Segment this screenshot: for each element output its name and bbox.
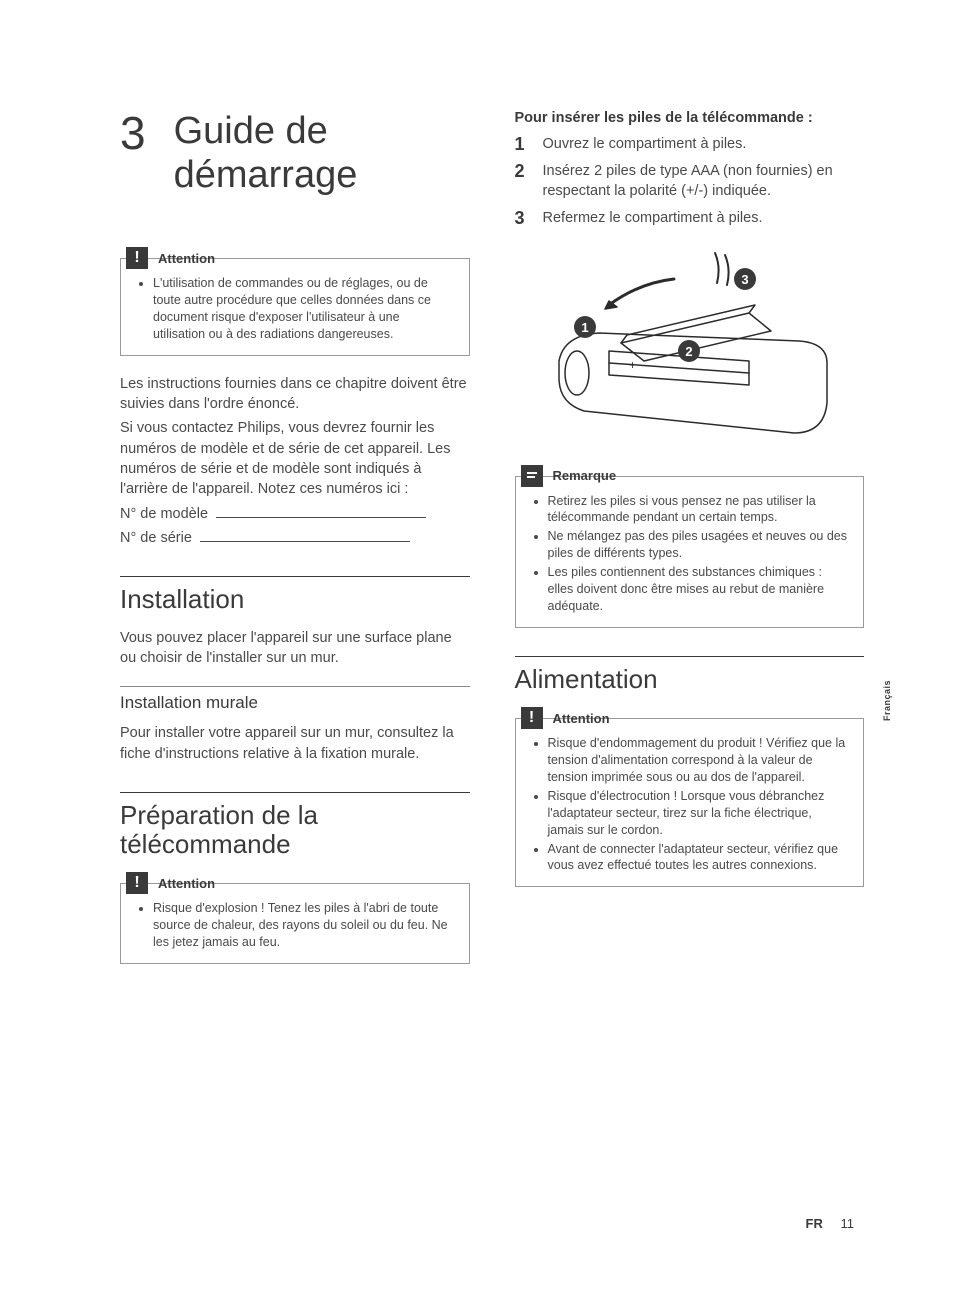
- callout-item: L'utilisation de commandes ou de réglage…: [153, 275, 455, 343]
- callout-body: Risque d'explosion ! Tenez les piles à l…: [120, 883, 470, 964]
- step: 1 Ouvrez le compartiment à piles.: [515, 134, 865, 155]
- section-rule: [515, 656, 865, 657]
- callout-label: Remarque: [553, 468, 617, 483]
- intro-paragraph-2: Si vous contactez Philips, vous devrez f…: [120, 418, 470, 499]
- manual-page: 3 Guide de démarrage ! Attention L'utili…: [0, 0, 954, 1291]
- callout-label: Attention: [158, 251, 215, 266]
- chapter-title-line2: démarrage: [174, 154, 358, 196]
- page-footer: FR 11: [806, 1216, 854, 1231]
- model-number-line: N° de modèle: [120, 504, 470, 524]
- right-column: Pour insérer les piles de la télécommand…: [515, 110, 865, 982]
- step-text: Refermez le compartiment à piles.: [543, 208, 865, 229]
- installation-murale-heading: Installation murale: [120, 693, 470, 713]
- remote-heading: Préparation de la télécommande: [120, 801, 470, 858]
- callout-item: Avant de connecter l'adaptateur secteur,…: [548, 841, 850, 875]
- section-rule: [120, 576, 470, 577]
- callout-item: Risque d'endommagement du produit ! Véri…: [548, 735, 850, 786]
- installation-p1: Vous pouvez placer l'appareil sur une su…: [120, 628, 470, 669]
- exclamation-icon: !: [126, 247, 148, 269]
- step-number: 3: [515, 208, 529, 229]
- content-columns: 3 Guide de démarrage ! Attention L'utili…: [120, 110, 864, 982]
- serial-label: N° de série: [120, 530, 192, 546]
- language-side-tab: Français: [882, 680, 892, 721]
- illus-badge-2: 2: [686, 344, 693, 359]
- model-blank: [216, 517, 426, 518]
- power-heading: Alimentation: [515, 665, 865, 694]
- callout-item: Risque d'explosion ! Tenez les piles à l…: [153, 900, 455, 951]
- subsection-rule: [120, 686, 470, 687]
- installation-murale-p: Pour installer votre appareil sur un mur…: [120, 723, 470, 764]
- step: 2 Insérez 2 piles de type AAA (non fourn…: [515, 161, 865, 202]
- serial-number-line: N° de série: [120, 528, 470, 548]
- step-text: Ouvrez le compartiment à piles.: [543, 134, 865, 155]
- illus-badge-1: 1: [582, 320, 589, 335]
- exclamation-icon: !: [521, 707, 543, 729]
- installation-heading: Installation: [120, 585, 470, 614]
- attention-callout: ! Attention L'utilisation de commandes o…: [120, 247, 470, 356]
- callout-item: Retirez les piles si vous pensez ne pas …: [548, 493, 850, 527]
- footer-lang: FR: [806, 1216, 823, 1231]
- callout-label: Attention: [553, 711, 610, 726]
- left-column: 3 Guide de démarrage ! Attention L'utili…: [120, 110, 470, 982]
- step: 3 Refermez le compartiment à piles.: [515, 208, 865, 229]
- callout-item: Les piles contiennent des substances chi…: [548, 564, 850, 615]
- chapter-heading: 3 Guide de démarrage: [120, 110, 470, 197]
- remote-battery-illustration: + 1 2 3: [539, 243, 839, 443]
- callout-body: L'utilisation de commandes ou de réglage…: [120, 258, 470, 356]
- step-number: 1: [515, 134, 529, 155]
- steps-list: 1 Ouvrez le compartiment à piles. 2 Insé…: [515, 134, 865, 229]
- exclamation-icon: !: [126, 872, 148, 894]
- steps-lead: Pour insérer les piles de la télécommand…: [515, 110, 865, 126]
- remote-heading-line2: télécommande: [120, 829, 291, 859]
- step-number: 2: [515, 161, 529, 202]
- callout-label: Attention: [158, 876, 215, 891]
- note-icon: [521, 465, 543, 487]
- callout-body: Risque d'endommagement du produit ! Véri…: [515, 718, 865, 887]
- callout-item: Risque d'électrocution ! Lorsque vous dé…: [548, 788, 850, 839]
- remote-heading-line1: Préparation de la: [120, 800, 318, 830]
- callout-body: Retirez les piles si vous pensez ne pas …: [515, 476, 865, 628]
- model-label: N° de modèle: [120, 506, 208, 522]
- section-rule: [120, 792, 470, 793]
- illus-badge-3: 3: [742, 272, 749, 287]
- footer-page: 11: [841, 1216, 855, 1231]
- step-text: Insérez 2 piles de type AAA (non fournie…: [543, 161, 865, 202]
- chapter-title-line1: Guide de: [174, 110, 328, 152]
- note-callout: Remarque Retirez les piles si vous pense…: [515, 465, 865, 628]
- callout-item: Ne mélangez pas des piles usagées et neu…: [548, 528, 850, 562]
- chapter-number: 3: [120, 110, 146, 156]
- intro-paragraph-1: Les instructions fournies dans ce chapit…: [120, 374, 470, 415]
- svg-text:+: +: [629, 358, 636, 372]
- chapter-title: Guide de démarrage: [174, 110, 358, 197]
- attention-callout: ! Attention Risque d'explosion ! Tenez l…: [120, 872, 470, 964]
- serial-blank: [200, 541, 410, 542]
- attention-callout: ! Attention Risque d'endommagement du pr…: [515, 707, 865, 887]
